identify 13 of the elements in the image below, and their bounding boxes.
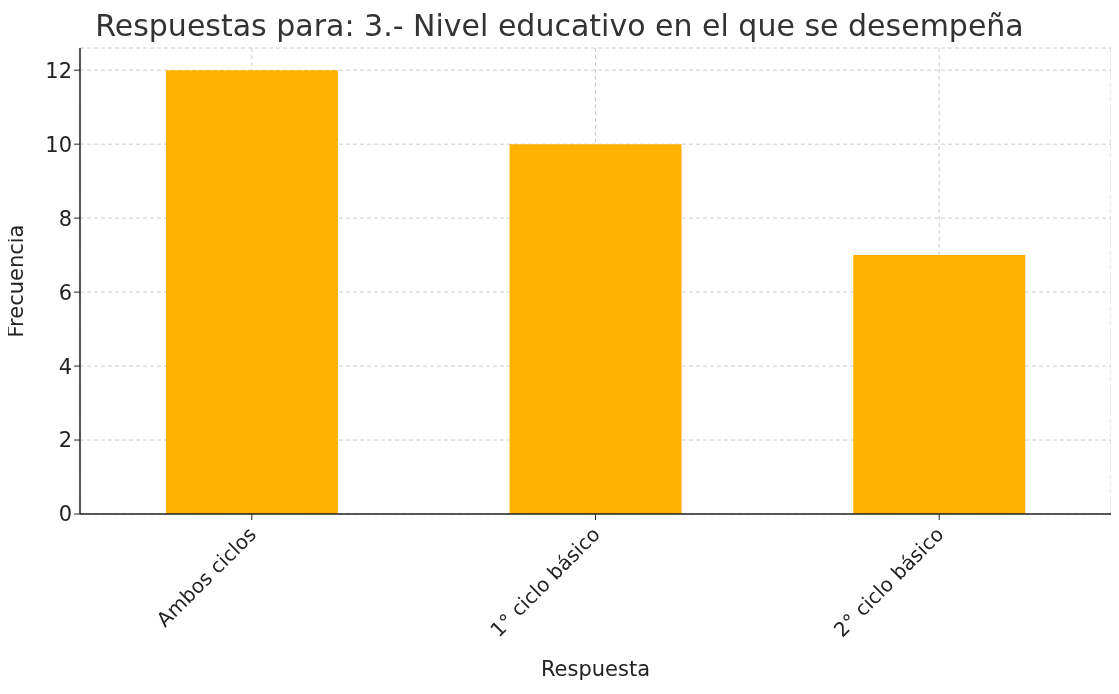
- y-tick-label: 10: [45, 132, 72, 157]
- y-axis-title: Frecuencia: [4, 224, 29, 338]
- x-axis-title: Respuesta: [540, 657, 651, 681]
- y-tick-label: 4: [58, 354, 72, 379]
- y-tick-label: 0: [58, 502, 72, 527]
- y-tick-label: 8: [58, 206, 72, 231]
- y-tick-label: 6: [58, 280, 72, 305]
- bar: [509, 144, 682, 514]
- bar: [165, 70, 338, 514]
- y-tick-label: 2: [58, 428, 72, 453]
- y-tick-label: 12: [45, 58, 72, 83]
- chart-title: Respuestas para: 3.- Nivel educativo en el que se desempeña: [94, 8, 1025, 44]
- bar: [853, 255, 1026, 514]
